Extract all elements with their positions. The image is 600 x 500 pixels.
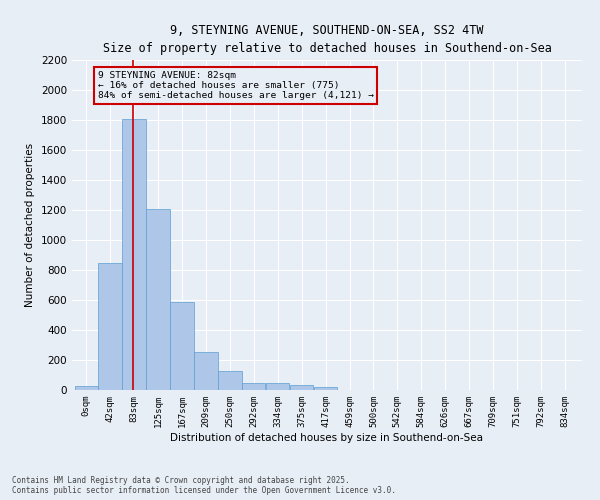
Bar <box>74 386 98 390</box>
Bar <box>146 208 170 390</box>
Bar <box>218 370 242 390</box>
Bar <box>314 388 337 390</box>
Y-axis label: Number of detached properties: Number of detached properties <box>25 143 35 307</box>
Title: 9, STEYNING AVENUE, SOUTHEND-ON-SEA, SS2 4TW
Size of property relative to detach: 9, STEYNING AVENUE, SOUTHEND-ON-SEA, SS2… <box>103 24 551 54</box>
Bar <box>122 118 146 390</box>
X-axis label: Distribution of detached houses by size in Southend-on-Sea: Distribution of detached houses by size … <box>170 432 484 442</box>
Bar <box>170 302 194 390</box>
Text: Contains HM Land Registry data © Crown copyright and database right 2025.
Contai: Contains HM Land Registry data © Crown c… <box>12 476 396 495</box>
Bar <box>98 263 122 390</box>
Bar <box>242 382 265 390</box>
Text: 9 STEYNING AVENUE: 82sqm
← 16% of detached houses are smaller (775)
84% of semi-: 9 STEYNING AVENUE: 82sqm ← 16% of detach… <box>98 70 374 101</box>
Bar <box>290 385 313 390</box>
Bar <box>266 383 289 390</box>
Bar <box>194 352 218 390</box>
